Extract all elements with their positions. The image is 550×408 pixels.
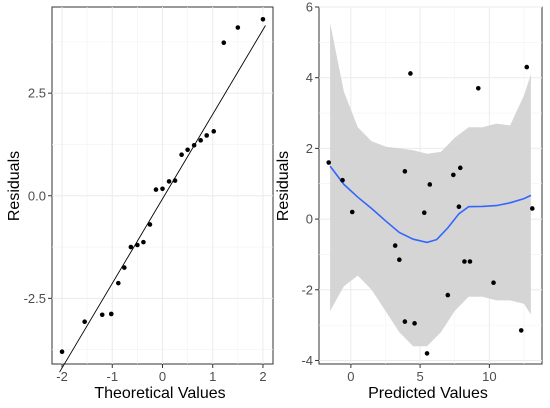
residuals-plot-data-point: [530, 206, 535, 211]
qq-plot-y-axis-title: Residuals: [6, 151, 23, 221]
residuals-plot-y-tick-label: 6: [306, 0, 313, 15]
residuals-plot-data-point: [412, 321, 417, 326]
residuals-plot-data-point: [445, 292, 451, 298]
qq-plot-data-point: [160, 186, 165, 192]
residuals-plot-y-axis-title: Residuals: [275, 151, 292, 221]
qq-plot-data-point: [191, 142, 197, 148]
residuals-plot-data-point: [451, 172, 456, 178]
residuals-plot-data-point: [421, 210, 427, 216]
qq-plot-data-point: [179, 152, 184, 158]
qq-plot-lines: [59, 25, 266, 373]
qq-plot-y-tick-label: 2.5: [28, 86, 46, 101]
qq-plot-x-ticks: -2 -1 0 1 2: [56, 364, 267, 384]
residuals-plot-data-point: [427, 182, 433, 187]
residuals-plot-x-tick-label: 5: [416, 369, 423, 384]
qq-plot-y-tick-label: 0.0: [28, 188, 46, 203]
residuals-plot-data-point: [462, 259, 467, 264]
qq-plot-x-tick-label: -1: [106, 369, 118, 384]
qq-plot-grid: [52, 7, 273, 364]
residuals-plot-x-ticks: 0 5 10: [347, 364, 497, 384]
qq-plot-data-point: [59, 349, 65, 354]
qq-plot-data-point: [166, 179, 172, 184]
residuals-plot-data-point: [491, 280, 496, 286]
residuals-plot-y-ticks: -4 -2 0 2 4 6: [301, 0, 319, 368]
residuals-plot-x-tick-label: 0: [347, 369, 354, 384]
qq-plot-data-point: [221, 40, 227, 45]
qq-plot-data-point: [204, 133, 209, 138]
residuals-plot-lines: [329, 165, 532, 244]
residuals-plot-data-point: [326, 160, 331, 165]
residuals-plot-data-point: [340, 177, 345, 183]
residuals-plot-x-axis-title: Predicted Values: [368, 385, 488, 402]
residuals-plot-y-tick-label: -2: [301, 282, 313, 297]
qq-plot-x-tick-label: 0: [159, 369, 166, 384]
qq-plot-data-point: [211, 129, 217, 134]
residuals-plot-y-tick-label: -4: [301, 353, 313, 368]
residuals-plot-data-point: [397, 257, 402, 263]
residuals-plot-y-tick-label: 4: [306, 70, 313, 85]
qq-plot-points: [59, 17, 266, 354]
residuals-plot-panel: 0 5 10 -4 -2 0 2 4 6 Predicted Values Residuals: [275, 0, 543, 402]
qq-plot-x-tick-label: -2: [56, 369, 68, 384]
residuals-plot-data-point: [524, 64, 530, 70]
residuals-plot-data-point: [424, 351, 430, 356]
qq-plot-data-point: [235, 25, 241, 30]
residuals-plot-data-point: [402, 169, 408, 174]
residuals-plot-data-point: [457, 165, 463, 171]
residuals-plot-data-point: [402, 319, 408, 324]
residuals-plot-data-point: [456, 204, 462, 210]
qq-plot-data-point: [99, 312, 105, 318]
residuals-plot-data-point: [475, 85, 481, 91]
residuals-plot-data-point: [518, 328, 524, 333]
residuals-plot-x-tick-label: 10: [482, 369, 496, 384]
residuals-plot-y-tick-label: 2: [306, 141, 313, 156]
qq-plot-x-tick-label: 1: [209, 369, 216, 384]
residuals-plot-data-point: [408, 71, 413, 76]
qq-plot-data-point: [122, 265, 127, 270]
residuals-plot-data-point: [467, 259, 473, 264]
qq-plot-data-point: [185, 147, 190, 153]
qq-plot-reference-line: [59, 25, 266, 373]
qq-plot-data-point: [135, 242, 140, 248]
residuals-plot-data-point: [349, 209, 355, 215]
qq-plot-data-point: [147, 222, 153, 227]
qq-plot-data-point: [153, 187, 159, 192]
residuals-plot-smooth-line: [329, 165, 532, 244]
qq-plot-data-point: [108, 311, 114, 317]
qq-plot-y-ticks: -2.5 0.0 2.5: [24, 86, 52, 306]
qq-plot-data-point: [128, 244, 134, 250]
residuals-plot-y-tick-label: 0: [306, 212, 313, 227]
residuals-plot-points: [326, 64, 535, 356]
qq-plot-x-tick-label: 2: [259, 369, 266, 384]
qq-plot-panel: -2 -1 0 1 2 -2.5 0.0 2.5 Theoretical Values Re…: [6, 6, 274, 402]
qq-plot-y-tick-label: -2.5: [24, 291, 46, 306]
qq-plot-data-point: [172, 178, 178, 183]
qq-plot-data-point: [82, 319, 87, 325]
qq-plot-data-point: [260, 17, 266, 22]
qq-plot-data-point: [141, 239, 146, 245]
qq-plot-x-axis-title: Theoretical Values: [94, 385, 225, 402]
qq-plot-data-point: [116, 280, 121, 286]
residuals-plot-data-point: [392, 243, 398, 248]
qq-plot-data-point: [198, 138, 203, 143]
